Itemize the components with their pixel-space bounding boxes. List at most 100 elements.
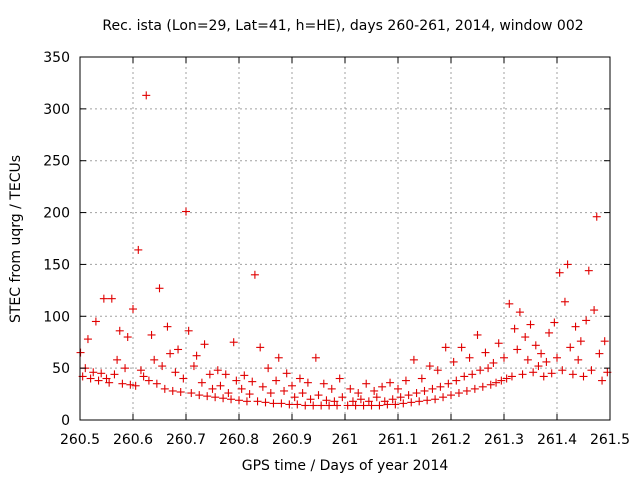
data-point <box>492 378 501 387</box>
y-tick-label: 300 <box>43 102 70 118</box>
data-point <box>473 330 482 339</box>
data-point <box>269 399 278 408</box>
data-point <box>147 330 156 339</box>
data-point <box>216 381 225 390</box>
data-point <box>460 372 469 381</box>
data-point <box>211 393 220 402</box>
data-point <box>484 364 493 373</box>
data-point <box>311 353 320 362</box>
data-point <box>129 305 137 314</box>
data-point <box>529 368 538 377</box>
data-point <box>563 260 572 269</box>
data-point <box>179 374 188 383</box>
data-point <box>502 374 511 383</box>
data-point <box>240 371 249 380</box>
data-point <box>134 245 143 254</box>
data-point <box>155 284 164 293</box>
data-point <box>457 343 466 352</box>
data-point <box>168 386 177 395</box>
data-point <box>76 348 85 357</box>
data-point <box>409 355 418 364</box>
data-points <box>76 91 612 410</box>
data-point <box>195 391 204 400</box>
data-point <box>335 374 344 383</box>
x-tick-label: 260.8 <box>219 432 259 448</box>
data-point <box>545 328 554 337</box>
x-tick-label: 260.5 <box>60 432 100 448</box>
data-point <box>428 384 437 393</box>
y-tick-label: 150 <box>43 257 70 273</box>
data-point <box>515 308 524 317</box>
data-point <box>439 393 448 402</box>
data-point <box>290 393 299 402</box>
x-tick-label: 261.3 <box>484 432 524 448</box>
data-point <box>160 384 169 393</box>
data-point <box>314 391 323 400</box>
data-point <box>139 372 148 381</box>
data-point <box>574 355 583 364</box>
y-tick-label: 250 <box>43 154 70 170</box>
data-point <box>404 391 413 400</box>
data-point <box>229 338 238 347</box>
data-point <box>327 384 336 393</box>
data-point <box>394 384 402 393</box>
data-point <box>105 378 114 387</box>
data-point <box>213 366 222 375</box>
data-point <box>343 401 352 410</box>
x-tick-label: 261 <box>332 432 359 448</box>
data-point <box>481 348 490 357</box>
data-point <box>221 370 230 379</box>
data-point <box>465 353 474 362</box>
data-point <box>391 400 400 409</box>
data-point <box>319 379 328 388</box>
y-tick-label: 100 <box>43 309 70 325</box>
data-point <box>187 389 196 398</box>
data-point <box>144 376 153 385</box>
data-point <box>131 381 140 390</box>
data-point <box>523 355 532 364</box>
data-point <box>531 341 540 350</box>
data-point <box>462 386 471 395</box>
data-point <box>176 387 185 396</box>
y-tick-labels: 0 50 100 150 200 250 300 350 <box>43 50 70 429</box>
data-point <box>322 396 331 405</box>
data-point <box>478 382 487 391</box>
data-point <box>476 366 485 375</box>
data-point <box>295 374 304 383</box>
data-point <box>163 322 172 331</box>
x-axis-label: GPS time / Days of year 2014 <box>242 458 449 474</box>
data-point <box>470 384 479 393</box>
data-point <box>489 358 498 367</box>
x-tick-label: 260.6 <box>113 432 153 448</box>
data-point <box>383 400 392 409</box>
data-point <box>560 297 569 306</box>
data-point <box>558 366 567 375</box>
data-point <box>386 378 395 387</box>
data-point <box>547 369 556 378</box>
data-point <box>582 316 591 325</box>
data-point <box>600 337 609 346</box>
data-point <box>375 401 384 410</box>
data-point <box>526 320 535 329</box>
data-point <box>136 366 145 375</box>
data-point <box>537 349 546 358</box>
data-point <box>83 335 92 344</box>
data-point <box>248 377 257 386</box>
data-point <box>189 362 198 371</box>
data-point <box>378 382 387 391</box>
data-point <box>115 326 124 335</box>
data-point <box>510 324 519 333</box>
data-point <box>126 380 135 389</box>
data-point <box>579 372 588 381</box>
data-point <box>309 401 318 410</box>
data-point <box>370 386 379 395</box>
data-point <box>197 378 206 387</box>
data-point <box>261 398 270 407</box>
data-point <box>258 382 267 391</box>
data-point <box>401 376 410 385</box>
data-point <box>274 353 283 362</box>
data-point <box>171 368 180 377</box>
data-point <box>494 339 503 348</box>
data-point <box>182 207 190 216</box>
